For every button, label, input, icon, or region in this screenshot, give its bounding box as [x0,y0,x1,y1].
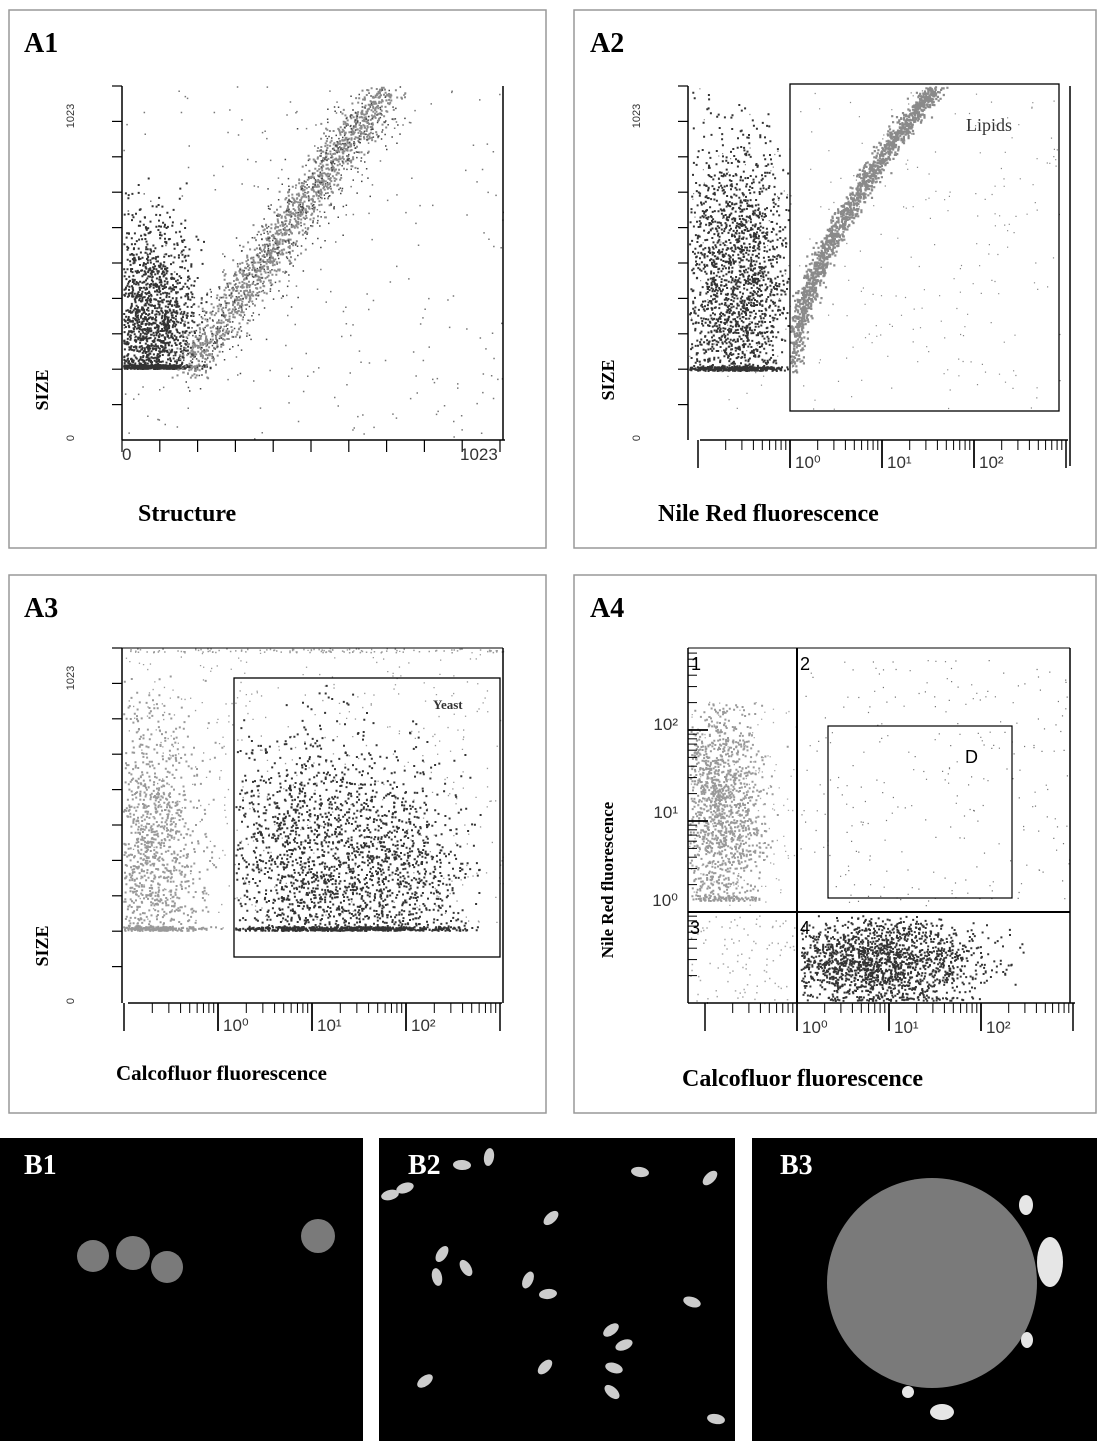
dot-cloud [790,86,949,374]
text-label: 10² [986,1018,1011,1037]
text-label: 10⁰ [795,453,821,472]
dot-cloud [168,86,407,380]
text-label: A1 [24,28,58,59]
yeast-cell [902,1386,914,1398]
text-label: 1 [691,654,701,674]
yeast-cell [615,1339,633,1351]
text-label: 10¹ [887,453,912,472]
text-label: D [965,747,978,767]
yeast-cell [605,1362,623,1374]
text-label: 1023 [631,104,643,128]
droplet [151,1251,183,1283]
text-label: 10² [979,453,1004,472]
dot-cloud [123,675,224,932]
text-label: 1023 [65,104,77,128]
yeast-cell [1019,1195,1033,1215]
text-label: B2 [408,1150,441,1181]
text-label: 1023 [460,445,498,464]
text-label: Lipids [966,115,1012,135]
yeast-cell [522,1271,534,1289]
lipid-body [827,1178,1037,1388]
yeast-cell [396,1182,414,1194]
micrograph [379,1138,735,1441]
yeast-cell [537,1359,553,1375]
text-label: 10¹ [317,1016,342,1035]
panel-frame [8,9,547,549]
text-label: Nile Red fluorescence [598,801,617,958]
text-label: Yeast [433,697,463,712]
text-label: Structure [138,501,237,527]
text-label: Calcofluor fluorescence [116,1061,327,1085]
yeast-cell [707,1413,725,1425]
text-label: B1 [24,1150,57,1181]
text-label: 1023 [65,666,77,690]
yeast-cell [702,1170,718,1186]
yeast-cell [435,1245,449,1263]
dot-cloud [800,915,1025,1002]
text-label: 10⁰ [223,1016,249,1035]
text-label: 10⁰ [802,1018,828,1037]
text-label: SIZE [32,925,52,966]
dot-cloud [130,648,505,654]
yeast-cell [539,1288,557,1300]
text-label: 3 [690,918,700,938]
dot-cloud [689,91,790,373]
yeast-cell [1037,1237,1063,1287]
yeast-cell [603,1323,619,1337]
panel-frame [8,574,547,1114]
text-label: 10² [653,715,678,734]
yeast-cell [483,1148,495,1166]
droplet [301,1219,335,1253]
yeast-cell [381,1189,399,1201]
text-label: SIZE [32,369,52,410]
dot-cloud [272,700,482,932]
text-label: 0 [631,435,643,441]
text-label: 10¹ [894,1018,919,1037]
dot-cloud [235,684,431,932]
yeast-cell [431,1268,443,1286]
dot-cloud [123,86,505,442]
gate [827,725,1013,899]
yeast-cell [543,1210,559,1226]
text-label: 10² [411,1016,436,1035]
dot-cloud [800,660,1071,907]
droplet [116,1236,150,1270]
text-label: Nile Red fluorescence [658,501,879,527]
text-label: 0 [122,445,131,464]
text-label: 2 [800,654,810,674]
micrograph [0,1138,363,1441]
yeast-cell [930,1404,954,1420]
yeast-cell [631,1166,649,1178]
yeast-cell [459,1259,473,1277]
panel-frame [573,9,1097,549]
droplet [77,1240,109,1272]
yeast-cell [1021,1332,1033,1348]
text-label: A4 [590,593,624,624]
dot-cloud [689,702,789,902]
text-label: SIZE [598,359,618,400]
text-label: A3 [24,593,58,624]
text-label: 10¹ [653,803,678,822]
yeast-cell [453,1159,471,1171]
dot-cloud [690,915,796,1005]
text-label: B3 [780,1150,813,1181]
text-label: 0 [65,998,77,1004]
yeast-cell [683,1296,701,1308]
panel-frame [573,574,1097,1114]
text-label: Calcofluor fluorescence [682,1066,923,1092]
text-label: 0 [65,435,77,441]
text-label: A2 [590,28,624,59]
dot-cloud [123,177,223,370]
yeast-cell [604,1384,620,1400]
gate [233,677,501,958]
text-label: 10⁰ [652,891,678,910]
dot-cloud [689,88,1061,410]
yeast-cell [417,1374,433,1388]
gate [789,83,1060,412]
text-label: 4 [800,918,810,938]
